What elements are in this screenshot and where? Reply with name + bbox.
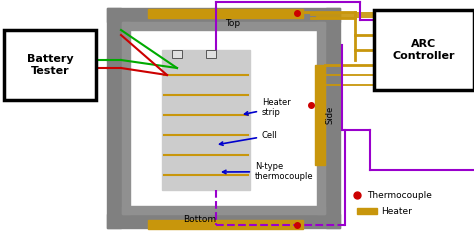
Text: Thermocouple: Thermocouple <box>367 190 432 200</box>
Bar <box>162 50 250 190</box>
Bar <box>317 22 325 214</box>
Bar <box>122 22 130 214</box>
Bar <box>315 65 325 165</box>
Bar <box>130 30 317 206</box>
Text: Battery
Tester: Battery Tester <box>27 54 73 76</box>
Bar <box>4 30 96 100</box>
Bar <box>107 214 340 228</box>
Bar <box>148 220 303 229</box>
Bar <box>326 8 340 228</box>
Bar <box>122 22 325 30</box>
Bar <box>107 8 340 22</box>
Text: Side: Side <box>326 106 335 124</box>
Text: Top: Top <box>225 19 240 29</box>
Bar <box>107 8 121 228</box>
Text: ARC
Controller: ARC Controller <box>393 39 455 61</box>
Bar <box>122 206 325 214</box>
Bar <box>148 9 303 18</box>
Text: Heater
strip: Heater strip <box>245 98 291 117</box>
Bar <box>206 50 216 58</box>
Bar <box>374 10 474 90</box>
Text: Cell: Cell <box>219 131 278 145</box>
Text: N-type
thermocouple: N-type thermocouple <box>223 162 314 181</box>
Bar <box>172 50 182 58</box>
Text: Heater: Heater <box>381 206 412 215</box>
Text: Bottom: Bottom <box>183 215 217 225</box>
Bar <box>357 208 377 214</box>
